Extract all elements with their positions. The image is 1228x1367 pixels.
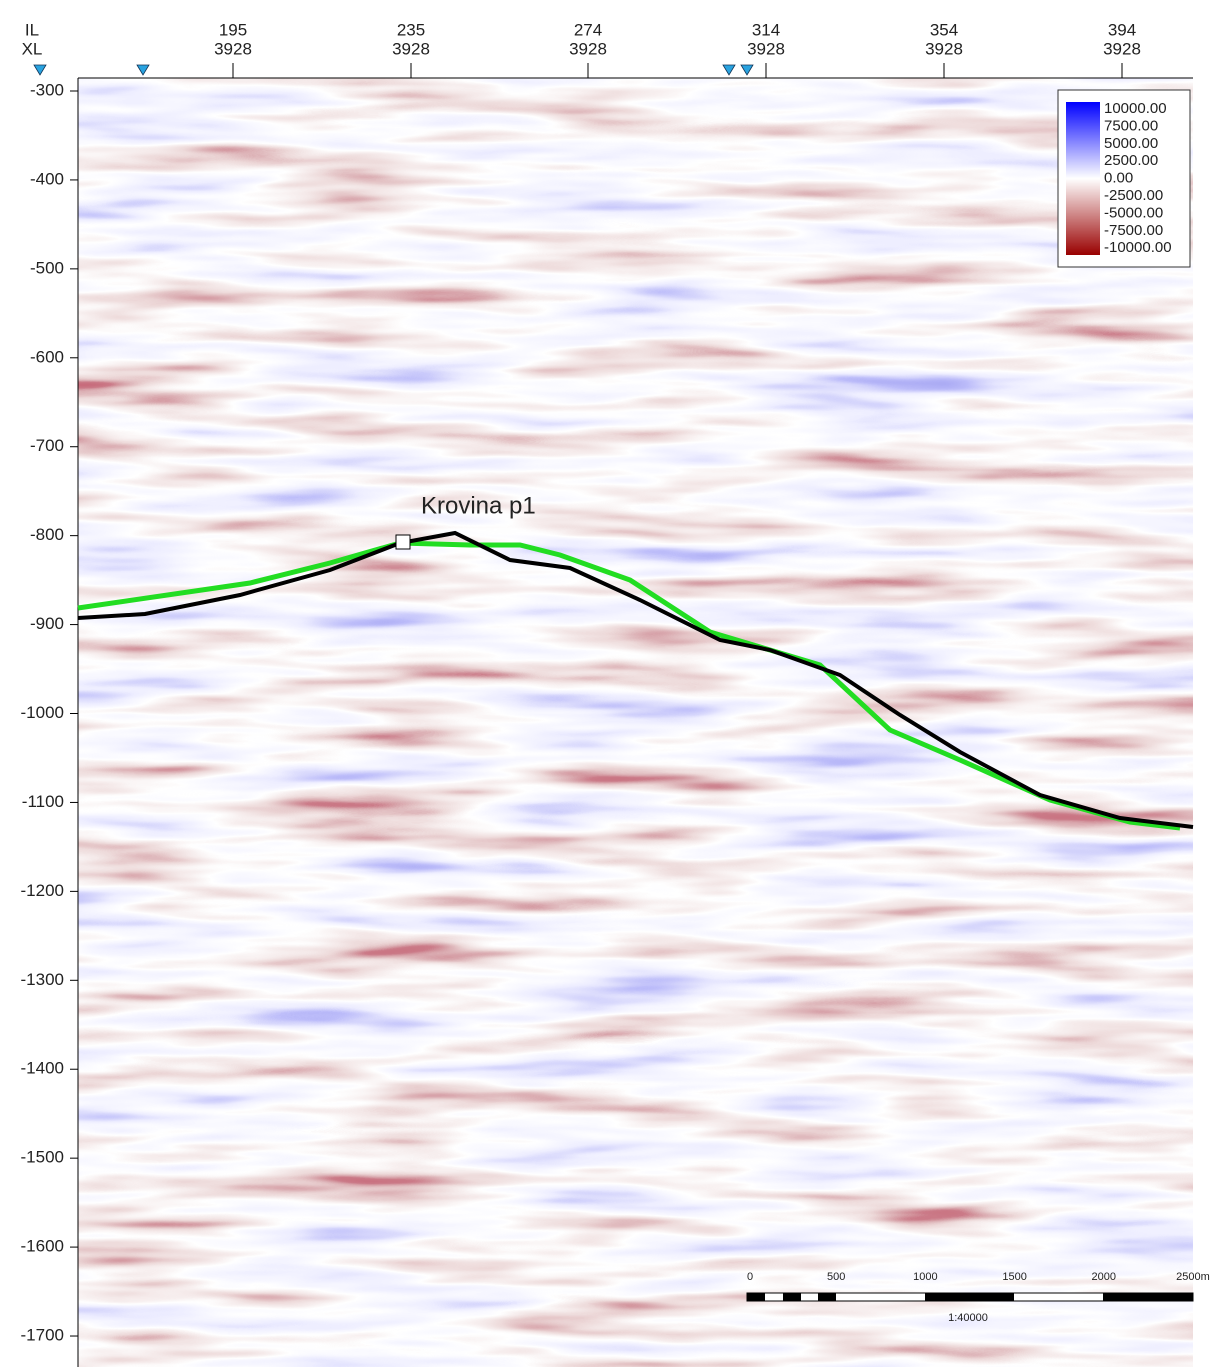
legend-label: 10000.00	[1104, 100, 1167, 117]
x-tick-xl: 3928	[747, 39, 785, 58]
y-tick-label: -400	[30, 169, 64, 188]
x-row-label: XL	[22, 39, 43, 58]
y-tick-label: -1500	[21, 1148, 64, 1167]
y-tick-label: -1000	[21, 703, 64, 722]
scale-label: 500	[827, 1271, 845, 1283]
y-tick-label: -300	[30, 80, 64, 99]
scale-ratio: 1:40000	[948, 1312, 988, 1324]
x-tick-xl: 3928	[392, 39, 430, 58]
legend-label: 0.00	[1104, 170, 1133, 187]
y-tick-label: -800	[30, 525, 64, 544]
well-markers	[33, 64, 754, 76]
scale-label: 1500	[1002, 1271, 1026, 1283]
y-tick-label: -1700	[21, 1326, 64, 1345]
legend-label: -2500.00	[1104, 187, 1163, 204]
legend-label: 2500.00	[1104, 152, 1158, 169]
scale-label: 0	[747, 1271, 753, 1283]
x-tick-xl: 3928	[569, 39, 607, 58]
y-tick-label: -500	[30, 258, 64, 277]
y-tick-label: -700	[30, 436, 64, 455]
legend-label: 7500.00	[1104, 117, 1158, 134]
x-tick-il: 274	[574, 20, 602, 39]
seismic-image	[78, 78, 1193, 1367]
scale-label: 1000	[913, 1271, 937, 1283]
x-row-label: IL	[25, 20, 39, 39]
x-tick-il: 235	[397, 20, 425, 39]
y-tick-label: -1600	[21, 1237, 64, 1256]
horizon-picked	[77, 540, 1181, 831]
y-tick-label: -1200	[21, 881, 64, 900]
x-tick-il: 354	[930, 20, 958, 39]
y-tick-label: -600	[30, 347, 64, 366]
y-tick-label: -1400	[21, 1059, 64, 1078]
legend-label: -7500.00	[1104, 222, 1163, 239]
x-tick-il: 314	[752, 20, 780, 39]
x-tick-xl: 3928	[214, 39, 252, 58]
y-tick-label: -1100	[22, 792, 64, 811]
x-tick-xl: 3928	[1103, 39, 1141, 58]
scale-label: 2500m	[1176, 1271, 1210, 1283]
horizon-interpreted	[77, 530, 1194, 829]
legend-label: 5000.00	[1104, 135, 1158, 152]
y-tick-label: -1300	[21, 970, 64, 989]
y-tick-label: -900	[30, 614, 64, 633]
color-bar	[1066, 102, 1100, 255]
x-tick-il: 195	[219, 20, 247, 39]
legend-label: -5000.00	[1104, 204, 1163, 221]
horizon-node[interactable]	[395, 534, 411, 550]
x-tick-xl: 3928	[925, 39, 963, 58]
horizon-label: Krovina p1	[421, 492, 536, 519]
scale-label: 2000	[1092, 1271, 1116, 1283]
x-tick-il: 394	[1108, 20, 1136, 39]
legend-label: -10000.00	[1104, 239, 1172, 256]
scale-bar	[746, 1292, 1194, 1302]
